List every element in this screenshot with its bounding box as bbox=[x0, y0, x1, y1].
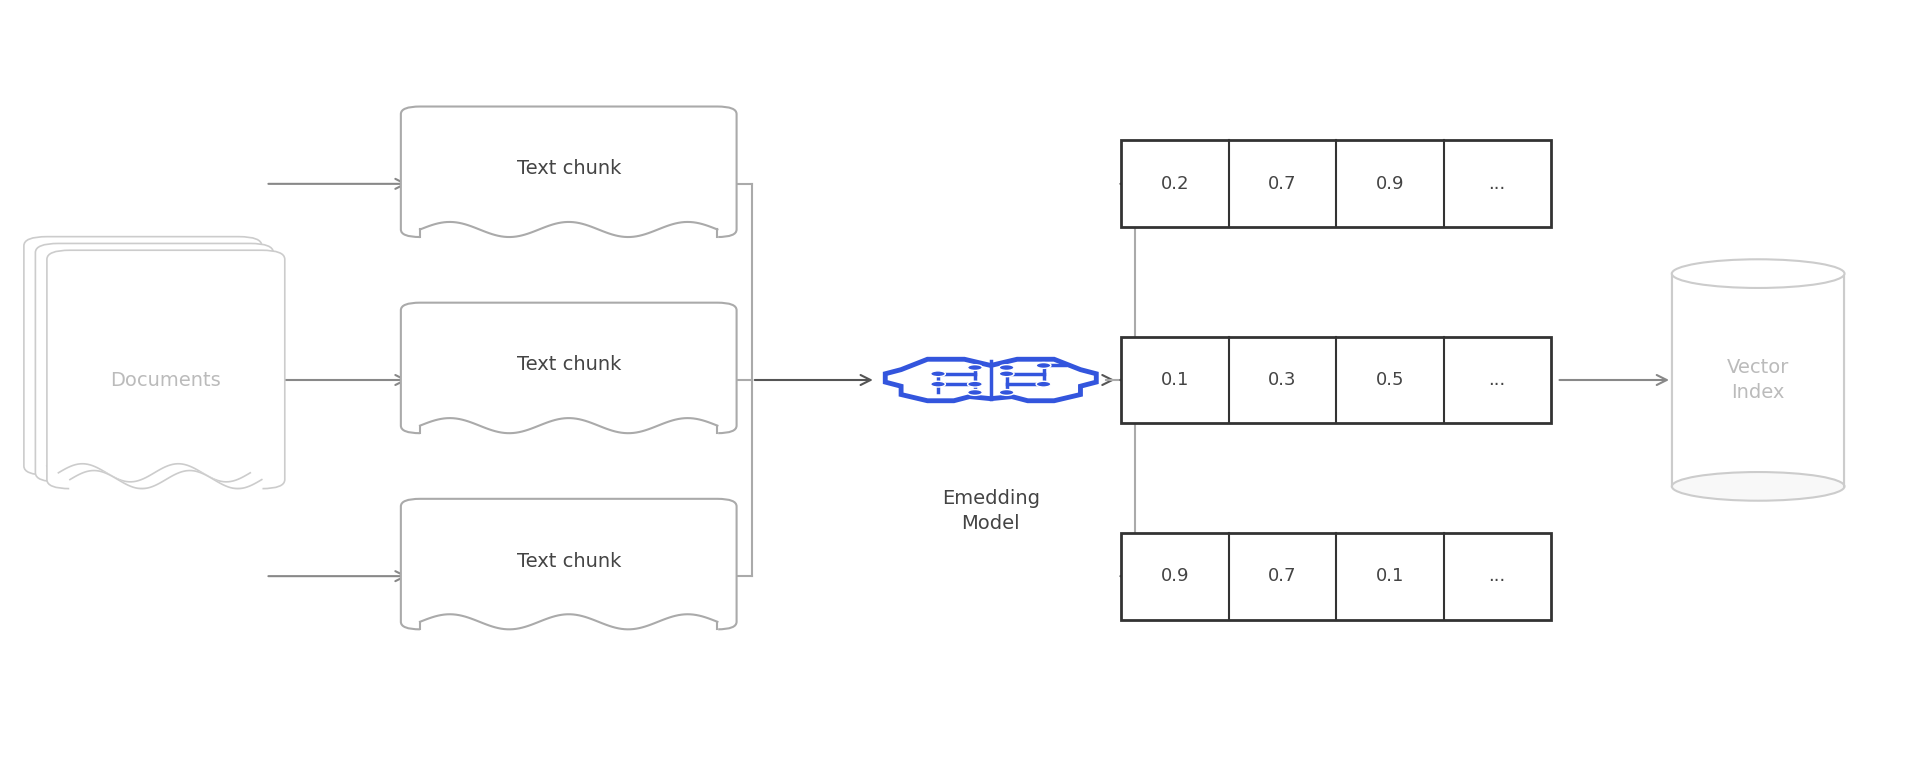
Text: Text chunk: Text chunk bbox=[515, 160, 621, 179]
Text: 0.2: 0.2 bbox=[1160, 175, 1188, 193]
Circle shape bbox=[998, 365, 1013, 370]
Polygon shape bbox=[46, 457, 238, 491]
Polygon shape bbox=[419, 230, 717, 261]
Bar bbox=[1121, 337, 1550, 423]
Text: Vector
Index: Vector Index bbox=[1727, 358, 1788, 402]
FancyBboxPatch shape bbox=[46, 250, 285, 489]
Circle shape bbox=[1036, 363, 1050, 369]
Text: 0.1: 0.1 bbox=[1375, 567, 1404, 585]
Ellipse shape bbox=[1671, 259, 1844, 288]
Bar bbox=[1121, 141, 1550, 227]
Text: 0.7: 0.7 bbox=[1267, 175, 1296, 193]
Text: ...: ... bbox=[1488, 371, 1506, 389]
FancyBboxPatch shape bbox=[23, 236, 262, 475]
Circle shape bbox=[1036, 382, 1050, 387]
Ellipse shape bbox=[1671, 472, 1844, 501]
Text: 0.9: 0.9 bbox=[1160, 567, 1188, 585]
Circle shape bbox=[998, 390, 1013, 395]
Text: 0.1: 0.1 bbox=[1160, 371, 1188, 389]
Polygon shape bbox=[58, 464, 250, 498]
FancyBboxPatch shape bbox=[400, 106, 737, 237]
Circle shape bbox=[967, 365, 983, 370]
FancyBboxPatch shape bbox=[35, 243, 273, 482]
Text: 0.3: 0.3 bbox=[1267, 371, 1296, 389]
FancyBboxPatch shape bbox=[400, 499, 737, 629]
Text: ...: ... bbox=[1488, 175, 1506, 193]
Text: 0.7: 0.7 bbox=[1267, 567, 1296, 585]
Circle shape bbox=[967, 390, 983, 395]
Text: Text chunk: Text chunk bbox=[515, 356, 621, 375]
FancyBboxPatch shape bbox=[400, 302, 737, 433]
Text: 0.9: 0.9 bbox=[1375, 175, 1404, 193]
Polygon shape bbox=[1671, 274, 1844, 486]
Circle shape bbox=[967, 382, 983, 387]
Polygon shape bbox=[69, 470, 262, 505]
Bar bbox=[1121, 533, 1550, 619]
Text: 0.5: 0.5 bbox=[1375, 371, 1404, 389]
Circle shape bbox=[931, 382, 944, 387]
Text: Text chunk: Text chunk bbox=[515, 552, 621, 571]
Polygon shape bbox=[419, 426, 717, 458]
Text: Emedding
Model: Emedding Model bbox=[940, 489, 1038, 534]
Polygon shape bbox=[885, 359, 1096, 401]
Polygon shape bbox=[419, 622, 717, 654]
Circle shape bbox=[998, 371, 1013, 377]
Circle shape bbox=[931, 371, 944, 377]
Text: ...: ... bbox=[1488, 567, 1506, 585]
Text: Documents: Documents bbox=[110, 371, 221, 390]
